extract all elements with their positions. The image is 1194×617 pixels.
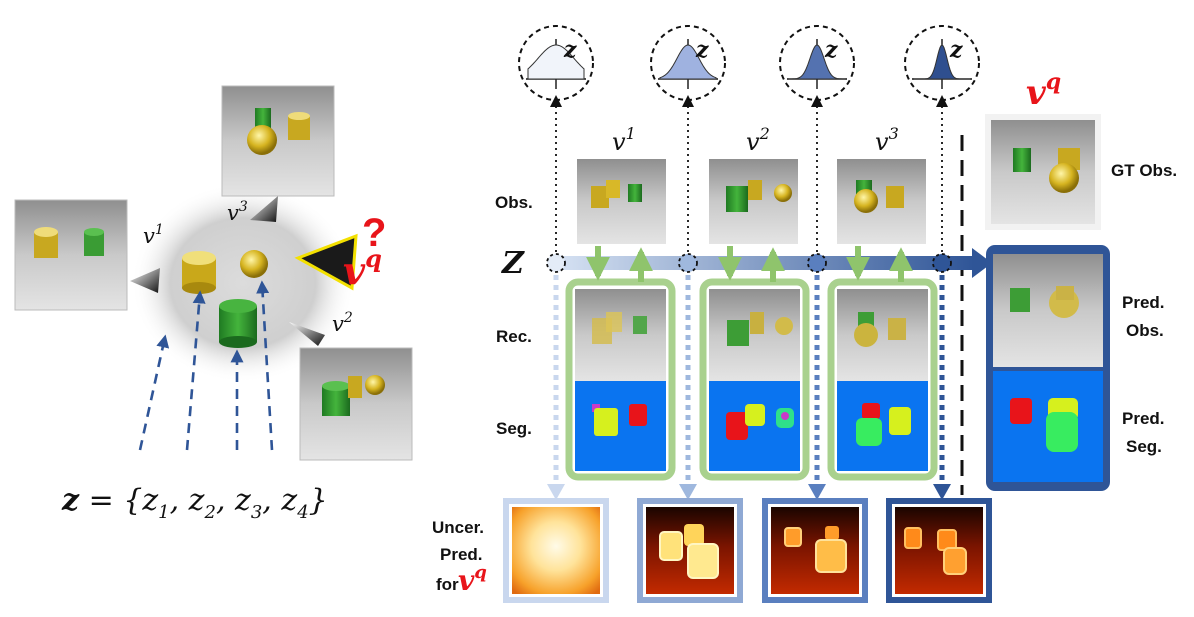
distribution-axis-label: z <box>824 37 838 63</box>
seg-image-v3 <box>837 381 928 471</box>
rec-image-v2 <box>709 289 800 381</box>
uncertainty-map-step1 <box>637 498 743 603</box>
side-label-pred-obs-1: Pred. <box>1122 293 1165 312</box>
slot-arrows <box>138 280 274 451</box>
query-question-mark: ? <box>362 211 386 255</box>
right-view-label-v1: v1 <box>612 124 636 156</box>
left-query-label: vq <box>343 244 382 293</box>
gaussian-curve <box>788 44 846 80</box>
side-label-pred-seg-1: Pred. <box>1122 409 1165 428</box>
gaussian-curve <box>914 44 970 80</box>
obs-image-v1 <box>577 159 666 244</box>
left-scene-panel: v1 v2 v3 vq ? z = {z1, z2, z3, z4} <box>14 85 413 523</box>
side-label-pred-seg-2: Seg. <box>1126 437 1162 456</box>
distribution-axis-label: z <box>563 37 577 63</box>
left-view-label-v1: v1 <box>143 222 164 248</box>
uncertainty-map-step3 <box>886 498 992 603</box>
dotted-connectors <box>555 100 943 255</box>
side-label-pred-obs-2: Obs. <box>1126 321 1164 340</box>
camera-frustum-v3 <box>250 196 278 222</box>
posterior-distribution-circle: z <box>904 25 980 101</box>
row-label-uncer-2: Pred. <box>440 545 483 564</box>
green-cylinder <box>219 299 257 348</box>
view-thumbnail-v2 <box>299 347 413 461</box>
latent-arrow-head <box>972 248 992 278</box>
posterior-distribution-circle: z <box>518 25 594 101</box>
gaussian-curve <box>527 44 585 80</box>
side-label-gt-obs: GT Obs. <box>1111 161 1177 180</box>
slot-set-equation: z = {z1, z2, z3, z4} <box>61 483 328 523</box>
prediction-box <box>986 245 1110 491</box>
right-view-label-v2: v2 <box>746 124 770 156</box>
latent-nodes <box>546 253 952 273</box>
camera-frustum-query <box>294 233 358 291</box>
camera-frustum-v2 <box>289 322 325 346</box>
view-thumbnail-v1 <box>14 199 128 311</box>
seg-image-v2 <box>709 381 800 471</box>
right-query-label: vq <box>1026 69 1061 113</box>
obs-image-v3 <box>837 159 926 244</box>
row-label-obs: Obs. <box>495 193 533 212</box>
gt-observation-image <box>985 114 1101 230</box>
encode-decode-arrows <box>586 246 913 282</box>
row-label-uncer-1: Uncer. <box>432 518 484 537</box>
row-label-seg: Seg. <box>496 419 532 438</box>
scene-cloud <box>131 183 355 383</box>
row-label-rec: Rec. <box>496 327 532 346</box>
camera-frustum-v1 <box>130 268 160 293</box>
posterior-distribution-circle: z <box>650 25 726 101</box>
obs-image-v2 <box>709 159 798 244</box>
view-thumbnail-v3 <box>221 85 335 197</box>
gaussian-curve <box>659 44 717 80</box>
latent-label: Z <box>501 246 525 281</box>
recon-seg-frames <box>565 278 938 481</box>
gold-sphere <box>240 250 268 278</box>
distribution-axis-label: z <box>949 37 963 63</box>
latent-arrow-shaft <box>556 256 974 270</box>
right-view-label-v3: v3 <box>875 124 899 156</box>
left-view-label-v2: v2 <box>332 310 353 336</box>
rec-image-v3 <box>837 289 928 381</box>
uncertainty-map-step2 <box>762 498 868 603</box>
row-label-uncer-3: for <box>436 575 459 594</box>
uncer-query-label: vq <box>458 562 487 597</box>
dist-arrowheads <box>550 95 948 107</box>
uncertainty-map-step0 <box>503 498 609 603</box>
seg-image-v1 <box>575 381 666 471</box>
left-view-label-v3: v3 <box>227 199 248 225</box>
uncertainty-arrowheads <box>547 484 951 500</box>
rec-image-v1 <box>575 289 666 381</box>
distribution-axis-label: z <box>695 37 709 63</box>
posterior-distribution-circle: z <box>779 25 855 101</box>
gold-cylinder <box>182 251 216 294</box>
